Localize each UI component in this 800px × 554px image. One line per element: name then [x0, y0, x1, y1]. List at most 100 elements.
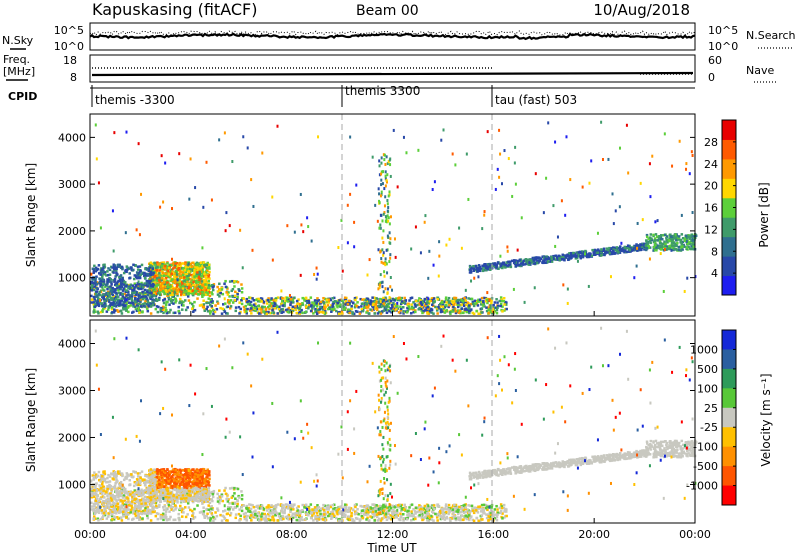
power-cell	[272, 311, 276, 314]
power-cell	[379, 300, 382, 304]
power-cell	[672, 234, 676, 238]
power-cell	[425, 309, 429, 313]
velocity-cell	[171, 502, 174, 505]
power-cell	[181, 284, 185, 288]
velocity-cell	[385, 518, 389, 522]
power-cell	[378, 285, 381, 289]
velocity-cell	[430, 518, 434, 521]
velocity-cell	[162, 506, 165, 509]
power-cell	[207, 297, 210, 300]
power-cell	[187, 289, 191, 293]
power-cell	[125, 294, 128, 297]
power-cell	[113, 304, 116, 308]
velocity-cell	[101, 495, 105, 498]
power-cell	[184, 271, 188, 274]
power-cell	[525, 262, 528, 266]
power-cell	[384, 184, 387, 188]
power-cell	[92, 310, 95, 313]
power-cell	[119, 274, 123, 277]
power-cell	[343, 302, 346, 306]
power-cell	[556, 258, 560, 261]
velocity-cell	[216, 497, 220, 500]
power-cell	[648, 162, 651, 166]
power-cell	[95, 295, 98, 298]
power-cell	[107, 305, 110, 308]
power-cell	[143, 305, 147, 308]
power-cell	[445, 301, 448, 304]
power-cell	[335, 304, 338, 307]
velocity-cell	[359, 504, 362, 508]
power-cell	[99, 281, 103, 285]
power-cell	[661, 242, 664, 246]
power-cell	[270, 297, 273, 300]
power-cell	[151, 282, 155, 286]
power-cell	[403, 301, 406, 304]
power-cell	[618, 246, 622, 249]
power-cell	[155, 269, 159, 272]
power-cell	[189, 157, 192, 161]
velocity-cell	[375, 504, 378, 507]
power-cell	[138, 275, 142, 279]
velocity-cell	[296, 509, 300, 512]
power-cell	[446, 299, 450, 302]
power-cell	[94, 292, 98, 296]
power-cell	[423, 297, 427, 301]
velocity-cell	[215, 514, 219, 518]
velocity-cell	[389, 508, 392, 511]
power-cell	[233, 294, 237, 298]
power-cell	[510, 259, 514, 263]
power-cell	[226, 300, 230, 304]
power-cell	[142, 274, 146, 278]
velocity-cell	[502, 506, 505, 510]
power-cell	[383, 274, 386, 278]
power-cell	[514, 182, 517, 186]
power-cell	[135, 292, 138, 296]
power-cell	[169, 299, 173, 303]
power-cell	[95, 157, 98, 161]
power-cell	[588, 181, 591, 185]
power-cell	[460, 307, 464, 311]
power-cell	[206, 284, 209, 287]
power-cell	[97, 304, 101, 308]
velocity-cell	[316, 506, 319, 510]
power-cell	[233, 285, 236, 288]
power-cell	[147, 284, 151, 288]
power-cell	[149, 312, 153, 315]
power-cell	[451, 301, 455, 304]
velocity-cell	[189, 508, 192, 512]
power-cell	[183, 283, 187, 286]
power-cell	[609, 251, 613, 255]
power-cell	[149, 302, 153, 306]
power-cell	[178, 261, 182, 265]
velocity-cell	[384, 515, 387, 519]
power-cell	[384, 195, 387, 199]
power-cell	[410, 303, 413, 306]
power-cell	[90, 294, 93, 298]
velocity-cell	[276, 519, 279, 522]
velocity-cell	[221, 514, 224, 518]
power-cell	[632, 249, 635, 252]
power-cell	[369, 308, 372, 311]
power-cell	[582, 250, 586, 254]
power-cell	[183, 276, 186, 279]
power-cell	[439, 310, 443, 314]
power-cell	[172, 281, 175, 284]
power-cell	[548, 260, 552, 263]
power-cell	[419, 299, 422, 302]
power-cell	[468, 309, 472, 313]
power-cell	[357, 306, 360, 309]
velocity-cell	[295, 512, 299, 515]
power-cell	[505, 261, 508, 264]
power-cell	[477, 312, 480, 315]
velocity-cell	[213, 517, 217, 521]
power-cell	[389, 253, 392, 257]
velocity-cell	[276, 503, 280, 506]
power-cell	[363, 298, 366, 301]
power-cell	[343, 308, 346, 311]
power-cell	[665, 235, 669, 238]
power-cell	[354, 309, 358, 313]
power-cell	[166, 282, 170, 286]
power-cell	[100, 268, 104, 271]
power-cell	[381, 182, 384, 186]
power-cell	[257, 312, 261, 315]
